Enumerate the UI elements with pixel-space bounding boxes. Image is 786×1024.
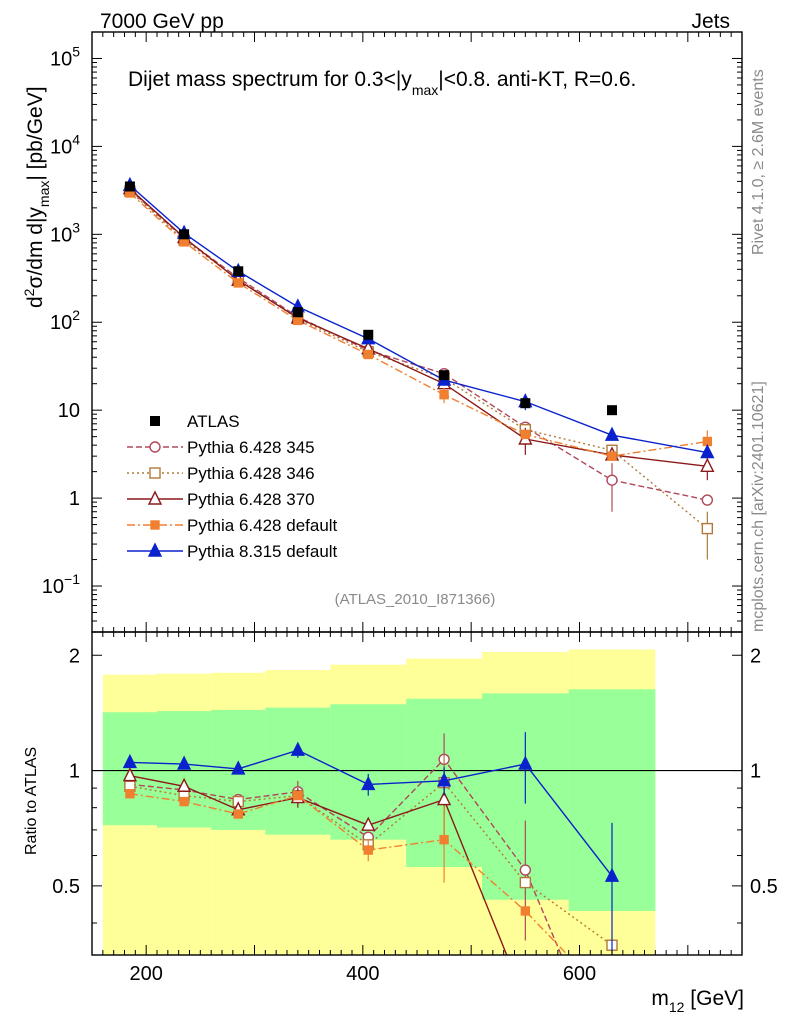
y-tick-label: 102 (50, 307, 80, 334)
legend-marker (149, 441, 161, 453)
series-2-ratio-point (122, 767, 138, 782)
series-0-point (701, 494, 714, 506)
chart-title: Dijet mass spectrum for 0.3<|ymax|<0.8. … (128, 68, 636, 98)
green-band-bin (265, 707, 331, 835)
analysis-label: (ATLAS_2010_I871366) (335, 591, 496, 608)
y-tick-label: 10−1 (42, 571, 80, 598)
y-tick-label: 1 (69, 488, 80, 510)
series-3-ratio-point (293, 790, 303, 801)
header-right: Jets (691, 10, 730, 33)
legend-entry-series: Pythia 8.315 default (127, 542, 338, 561)
series-3-point (607, 451, 617, 461)
legend-marker (150, 416, 160, 426)
atlas-data-layer (124, 181, 617, 416)
y-tick-label: 10 (58, 400, 80, 422)
series-2-ratio-point (361, 816, 376, 831)
series-4-ratio-point (176, 755, 192, 770)
legend-label: Pythia 6.428 default (187, 516, 338, 535)
legend-entry-series: Pythia 6.428 346 (127, 464, 315, 483)
ratio-y-tick-label-left: 0.5 (52, 876, 80, 898)
legend-marker (147, 490, 163, 505)
series-4-ratio-point (122, 753, 138, 769)
ratio-y-axis-label: Ratio to ATLAS (23, 747, 40, 855)
y-tick-label: 104 (50, 131, 80, 158)
atlas-data-point (363, 329, 374, 340)
atlas-data-point (124, 181, 135, 192)
ratio-y-tick-label-left: 2 (69, 645, 80, 667)
series-4-point (700, 443, 715, 459)
rivet-label: Rivet 4.1.0, ≥ 2.6M events (750, 69, 767, 255)
legend-entry-atlas: ATLAS (150, 412, 240, 431)
series-1-ratio-point (519, 876, 532, 889)
series-3-ratio-point (439, 834, 449, 845)
series-0-ratio-point (519, 864, 532, 876)
series-0-point (606, 474, 618, 486)
series-4-ratio-point (290, 741, 305, 756)
legend-entry-series: Pythia 6.428 370 (127, 490, 315, 509)
series-3-ratio-point (179, 796, 189, 807)
series-3-point (293, 315, 303, 326)
ratio-y-tick-label-right: 2 (750, 645, 761, 667)
atlas-data-point (292, 307, 303, 318)
series-3-ratio-point (363, 845, 373, 855)
series-3-point (520, 429, 531, 440)
ratio-y-tick-label-left: 1 (69, 761, 80, 783)
x-axis-label: m12 [GeV] (651, 987, 744, 1015)
series-4-ratio-point (604, 867, 620, 882)
series-2-ratio-point (436, 791, 452, 806)
ratio-series-group (122, 732, 620, 955)
ratio-y-tick-label-right: 0.5 (750, 876, 778, 898)
legend-marker (147, 542, 163, 557)
series-3-point (233, 278, 243, 288)
atlas-data-point (520, 398, 531, 409)
atlas-data-point (607, 405, 617, 416)
x-tick-label: 400 (346, 963, 379, 985)
series-1-line (129, 190, 708, 530)
series-1-ratio-line (129, 781, 613, 946)
x-tick-label: 200 (129, 963, 162, 985)
series-4-ratio-point (518, 755, 533, 770)
atlas-data-point (233, 266, 244, 277)
series-4-point (604, 426, 620, 441)
legend-label: ATLAS (187, 412, 240, 431)
series-1-point (701, 522, 714, 535)
series-4-ratio-point (231, 760, 246, 775)
atlas-data-point (179, 229, 190, 240)
legend-label: Pythia 6.428 370 (187, 490, 315, 509)
legend-entry-series: Pythia 6.428 345 (127, 438, 315, 457)
series-4-ratio-point (361, 775, 376, 791)
y-axis-label: d2σ/dm d|ymax| [pb/GeV] (21, 86, 52, 308)
legend-marker (150, 520, 160, 530)
series-2-ratio-point (176, 777, 192, 792)
legend-marker (149, 467, 161, 479)
series-2-point (700, 457, 715, 472)
series-3-ratio-point (520, 906, 531, 916)
mcplots-label: mcplots.cern.ch [arXiv:2401.10621] (750, 381, 767, 632)
legend-entry-series: Pythia 6.428 default (127, 516, 338, 535)
legend-label: Pythia 6.428 345 (187, 438, 315, 457)
x-tick-label: 600 (563, 963, 596, 985)
series-4-ratio-line (129, 749, 613, 877)
series-4-ratio-point (436, 772, 452, 787)
atlas-data-point (439, 370, 450, 381)
y-tick-label: 103 (50, 219, 80, 246)
ratio-y-tick-label-right: 1 (750, 761, 761, 783)
legend-label: Pythia 6.428 346 (187, 464, 315, 483)
series-3-point (363, 349, 373, 360)
series-3-ratio-line (129, 793, 569, 955)
series-3-ratio-point (125, 789, 135, 799)
header-left: 7000 GeV pp (100, 10, 224, 33)
series-0-ratio-line (129, 758, 562, 955)
legend-label: Pythia 8.315 default (187, 542, 338, 561)
series-3-point (439, 389, 449, 400)
series-3-ratio-point (233, 809, 243, 819)
y-tick-label: 105 (50, 43, 80, 70)
legend: ATLAS Pythia 6.428 345 Pythia 6.428 346 Pyt… (127, 412, 338, 561)
